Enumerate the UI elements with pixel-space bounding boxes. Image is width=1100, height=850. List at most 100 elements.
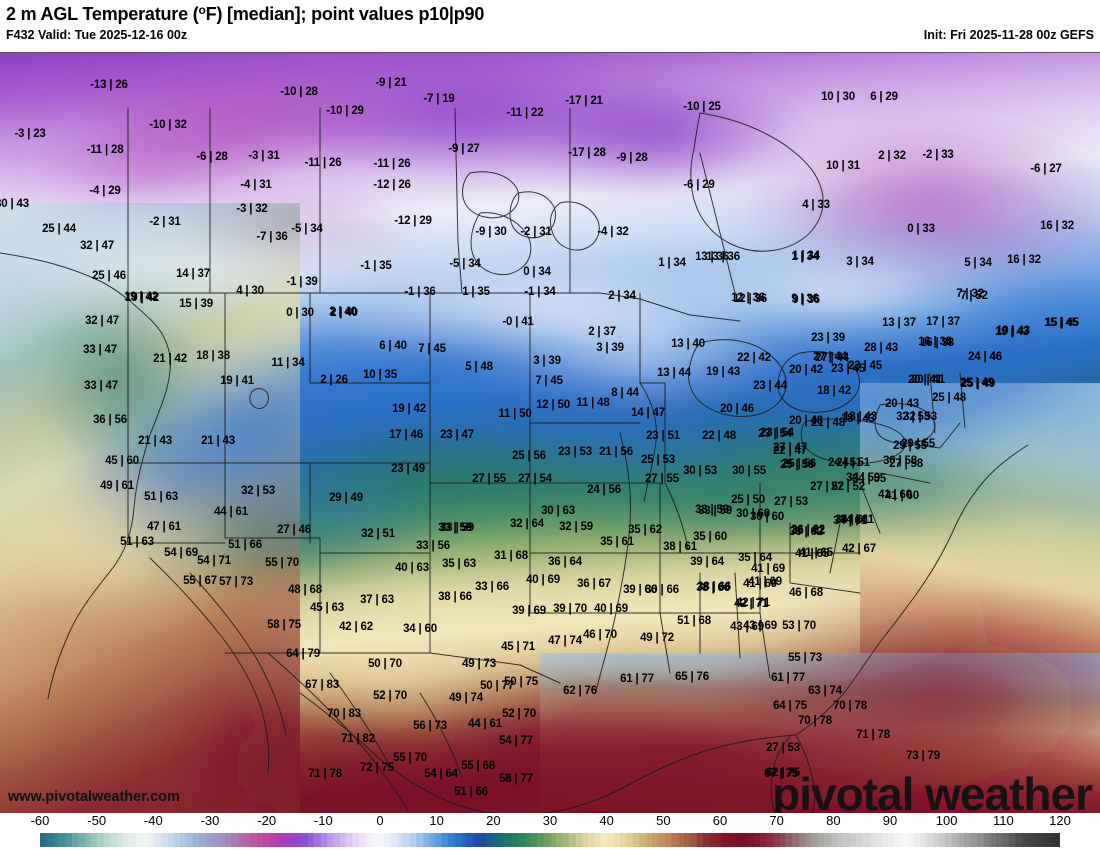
colorbar-swatch bbox=[460, 833, 468, 847]
page-title-rest: F) [median]; point values p10|p90 bbox=[205, 4, 485, 24]
point-value-label: 22 | 47 bbox=[773, 445, 807, 457]
point-value-label: -9 | 21 bbox=[375, 77, 407, 89]
point-value-label: 10 | 30 bbox=[821, 91, 855, 103]
point-value-label: 39 | 70 bbox=[553, 603, 587, 615]
colorbar-swatch bbox=[237, 833, 244, 847]
point-value-label: 1 | 34 bbox=[658, 257, 686, 269]
colorbar-swatch bbox=[71, 833, 79, 847]
colorbar-swatch bbox=[1047, 833, 1054, 847]
colorbar-swatch bbox=[601, 833, 608, 847]
point-value-label: 12 | 36 bbox=[731, 292, 765, 304]
point-value-label: 40 | 69 bbox=[594, 603, 628, 615]
point-value-label: 23 | 47 bbox=[440, 429, 474, 441]
colorbar-swatch bbox=[951, 833, 958, 847]
point-value-label: 32 | 51 bbox=[361, 528, 395, 540]
colorbar-tick: 80 bbox=[826, 813, 841, 828]
point-value-label: 25 | 49 bbox=[961, 378, 995, 390]
point-value-label: 42 | 71 bbox=[736, 597, 770, 609]
point-value-label: 4 | 33 bbox=[802, 199, 830, 211]
colorbar-tick: 120 bbox=[1049, 813, 1071, 828]
colorbar-swatch bbox=[798, 833, 805, 847]
colorbar-swatch bbox=[84, 833, 91, 847]
point-value-label: 1 | 34 bbox=[791, 251, 819, 263]
point-value-label: 23 | 45 bbox=[831, 363, 865, 375]
point-value-label: 63 | 74 bbox=[808, 685, 842, 697]
colorbar-swatch bbox=[1021, 833, 1029, 847]
point-value-label: 2 | 40 bbox=[329, 306, 357, 318]
colorbar-swatch bbox=[1053, 833, 1060, 847]
colorbar-swatch bbox=[977, 833, 984, 847]
colorbar-swatch bbox=[186, 833, 193, 847]
colorbar-swatch bbox=[671, 833, 678, 847]
colorbar-swatch bbox=[792, 833, 799, 847]
point-value-label: 44 | 61 bbox=[468, 718, 502, 730]
colorbar-tick: 70 bbox=[769, 813, 784, 828]
colorbar: -60 -50 -40 -30 -20 -10 0 10 20 30 40 50 60 70 80 90 100… bbox=[0, 813, 1100, 850]
point-value-label: 54 | 71 bbox=[197, 555, 231, 567]
point-value-label: 38 | 66 bbox=[696, 582, 730, 594]
point-value-label: 65 | 76 bbox=[675, 671, 709, 683]
point-value-label: 32 | 47 bbox=[80, 240, 114, 252]
point-value-label: 55 | 67 bbox=[183, 575, 217, 587]
colorbar-swatch bbox=[658, 833, 665, 847]
point-value-label: 2 | 34 bbox=[608, 290, 636, 302]
colorbar-swatch bbox=[505, 833, 512, 847]
brand-watermark: pivotal weather bbox=[772, 768, 1093, 814]
map-viewport[interactable]: -13 | 26 -10 | 28 -10 | 29 -9 | 21 -7 | 19 -1… bbox=[0, 52, 1100, 814]
point-value-label: 33 | 59 bbox=[698, 505, 732, 517]
point-value-label: 40 | 63 bbox=[395, 562, 429, 574]
colorbar-swatch bbox=[887, 833, 895, 847]
colorbar-swatch bbox=[703, 833, 710, 847]
point-value-label: 17 | 37 bbox=[926, 316, 960, 328]
point-value-label: 23 | 54 bbox=[760, 427, 794, 439]
point-value-label: 52 | 70 bbox=[502, 708, 536, 720]
point-value-label: -4 | 32 bbox=[597, 226, 629, 238]
point-value-label: 33 | 47 bbox=[83, 344, 117, 356]
point-value-label: 3 | 39 bbox=[533, 355, 561, 367]
point-value-label: 6 | 40 bbox=[379, 340, 407, 352]
colorbar-swatch bbox=[989, 833, 997, 847]
colorbar-swatch bbox=[1009, 833, 1016, 847]
colorbar-swatch bbox=[843, 833, 850, 847]
colorbar-swatch bbox=[212, 833, 219, 847]
point-value-label: 57 | 73 bbox=[219, 576, 253, 588]
point-value-label: 27 | 44 bbox=[815, 352, 849, 364]
point-value-label: 2 | 26 bbox=[320, 374, 348, 386]
point-value-label: 33 | 47 bbox=[84, 380, 118, 392]
point-value-label: 71 | 78 bbox=[308, 768, 342, 780]
point-value-label: 36 | 62 bbox=[791, 525, 825, 537]
colorbar-swatch bbox=[295, 833, 302, 847]
point-value-label: 27 | 52 bbox=[831, 481, 865, 493]
point-value-label: 15 | 45 bbox=[1044, 317, 1078, 329]
point-value-label: 70 | 83 bbox=[327, 708, 361, 720]
point-value-label: 45 | 71 bbox=[501, 641, 535, 653]
point-value-label: 32 | 53 bbox=[896, 411, 930, 423]
degree-symbol: o bbox=[198, 3, 206, 17]
colorbar-swatch bbox=[314, 833, 321, 847]
point-value-label: 33 | 59 bbox=[440, 522, 474, 534]
colorbar-swatch bbox=[690, 833, 697, 847]
colorbar-swatch bbox=[78, 833, 85, 847]
colorbar-swatch bbox=[116, 833, 123, 847]
colorbar-swatch bbox=[390, 833, 397, 847]
point-value-label: 9 | 36 bbox=[791, 293, 819, 305]
point-value-label: 21 | 48 bbox=[811, 417, 845, 429]
point-value-label: -6 | 29 bbox=[683, 179, 715, 191]
colorbar-swatch bbox=[620, 833, 627, 847]
point-value-label: -17 | 21 bbox=[565, 95, 603, 107]
colorbar-swatch bbox=[161, 833, 168, 847]
colorbar-swatch bbox=[422, 833, 429, 847]
colorbar-tick-labels: -60 -50 -40 -30 -20 -10 0 10 20 30 40 50 60 70 80 90 100… bbox=[0, 813, 1100, 831]
point-value-label: 27 | 47 bbox=[773, 442, 807, 454]
point-value-label: 14 | 37 bbox=[176, 268, 210, 280]
colorbar-swatch bbox=[588, 833, 595, 847]
point-value-label: 55 | 73 bbox=[788, 652, 822, 664]
colorbar-swatch bbox=[1015, 833, 1022, 847]
colorbar-swatch bbox=[683, 833, 691, 847]
colorbar-tick: 10 bbox=[429, 813, 444, 828]
point-value-label: 7 | 45 bbox=[418, 343, 446, 355]
point-value-label: 41 | 69 bbox=[751, 563, 785, 575]
point-value-label: 67 | 75 bbox=[764, 768, 798, 780]
point-value-label: 11 | 48 bbox=[576, 397, 610, 409]
